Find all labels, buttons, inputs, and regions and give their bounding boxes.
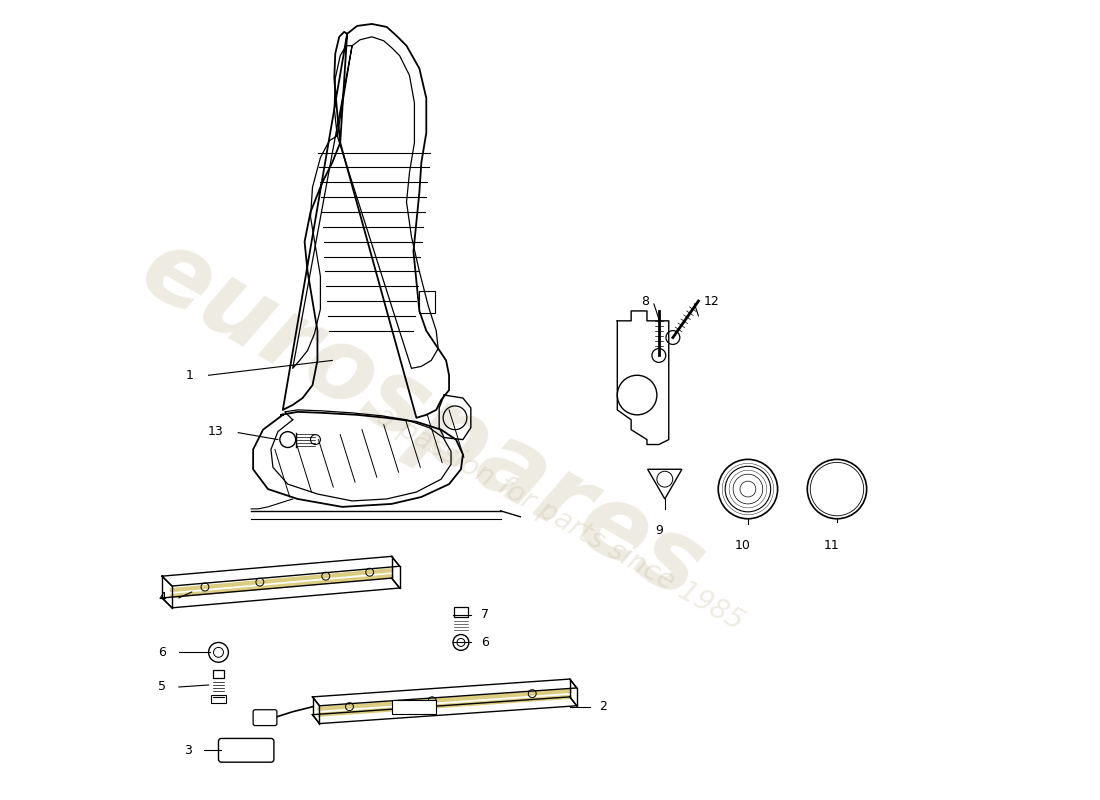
Text: 7: 7 (481, 608, 488, 622)
FancyBboxPatch shape (219, 738, 274, 762)
Text: 3: 3 (184, 744, 191, 757)
Text: 4: 4 (158, 591, 166, 605)
Text: 9: 9 (654, 524, 663, 537)
Text: 1: 1 (186, 369, 194, 382)
FancyBboxPatch shape (253, 710, 277, 726)
Text: 6: 6 (481, 636, 488, 649)
FancyBboxPatch shape (392, 700, 437, 714)
Text: a passion for parts since 1985: a passion for parts since 1985 (371, 402, 749, 636)
Text: 6: 6 (158, 646, 166, 659)
Text: 10: 10 (735, 538, 751, 551)
Text: 8: 8 (641, 294, 649, 307)
Text: 5: 5 (158, 681, 166, 694)
Text: 2: 2 (600, 700, 607, 714)
Text: 13: 13 (208, 425, 223, 438)
Text: 12: 12 (703, 294, 719, 307)
Text: 11: 11 (824, 538, 840, 551)
Text: eurospares: eurospares (123, 220, 719, 620)
